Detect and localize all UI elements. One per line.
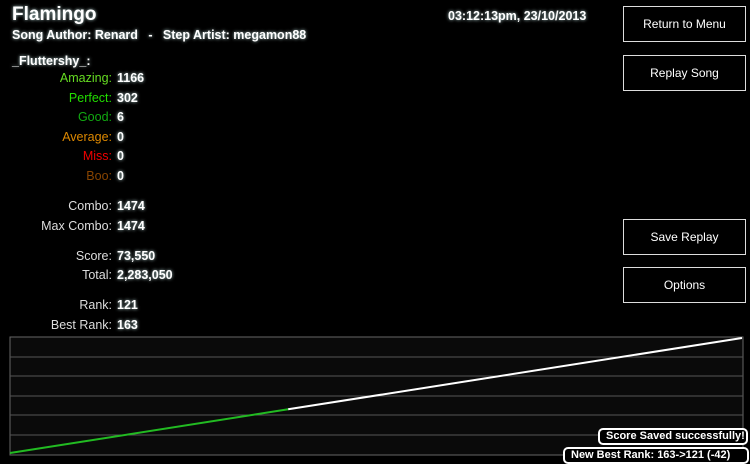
stat-label: Combo: <box>68 199 112 213</box>
judgement-value: 6 <box>117 110 124 124</box>
stat-value: 1474 <box>117 219 145 233</box>
best-rank-toast: New Best Rank: 163->121 (-42) <box>563 447 749 464</box>
stat-row: Rank: 121 <box>0 297 300 313</box>
stat-label: Best Rank: <box>50 318 112 332</box>
judgement-row: Miss: 0 <box>0 148 300 164</box>
graph-line-rest <box>288 337 743 411</box>
stat-value: 1474 <box>117 199 145 213</box>
stat-label: Rank: <box>79 298 112 312</box>
judgement-label: Boo: <box>86 169 112 183</box>
stat-row: Best Rank: 163 <box>0 317 300 333</box>
save-replay-button[interactable]: Save Replay <box>623 219 746 255</box>
judgement-row: Good: 6 <box>0 109 300 125</box>
stat-value: 2,283,050 <box>117 268 173 282</box>
return-to-menu-button[interactable]: Return to Menu <box>623 6 746 42</box>
judgement-row: Boo: 0 <box>0 168 300 184</box>
judgement-label: Miss: <box>82 149 112 163</box>
judgement-label: Average: <box>62 130 112 144</box>
judgement-value: 302 <box>117 91 138 105</box>
score-saved-toast: Score Saved successfully! <box>598 428 748 445</box>
stat-label: Max Combo: <box>41 219 112 233</box>
judgement-row: Perfect: 302 <box>0 90 300 106</box>
judgement-label: Amazing: <box>59 71 112 85</box>
replay-song-button[interactable]: Replay Song <box>623 55 746 91</box>
stat-value: 121 <box>117 298 138 312</box>
judgement-value: 0 <box>117 149 124 163</box>
stat-label: Total: <box>82 268 112 282</box>
judgement-value: 0 <box>117 130 124 144</box>
judgement-row: Average: 0 <box>0 129 300 145</box>
song-credits: Song Author: Renard - Step Artist: megam… <box>12 28 307 42</box>
song-title: Flamingo <box>12 4 97 25</box>
player-name: _Fluttershy_: <box>12 54 91 68</box>
graph-line-played <box>9 408 289 454</box>
stat-value: 73,550 <box>117 249 156 263</box>
datetime: 03:12:13pm, 23/10/2013 <box>448 9 587 23</box>
stat-row: Score: 73,550 <box>0 248 300 264</box>
stat-label: Score: <box>75 249 112 263</box>
judgement-row: Amazing: 1166 <box>0 70 300 86</box>
judgement-value: 1166 <box>117 71 145 85</box>
options-button[interactable]: Options <box>623 267 746 303</box>
judgement-label: Good: <box>77 110 112 124</box>
stat-row: Total: 2,283,050 <box>0 267 300 283</box>
judgement-value: 0 <box>117 169 124 183</box>
stat-value: 163 <box>117 318 138 332</box>
stat-row: Combo: 1474 <box>0 198 300 214</box>
stat-row: Max Combo: 1474 <box>0 218 300 234</box>
judgement-label: Perfect: <box>68 91 112 105</box>
